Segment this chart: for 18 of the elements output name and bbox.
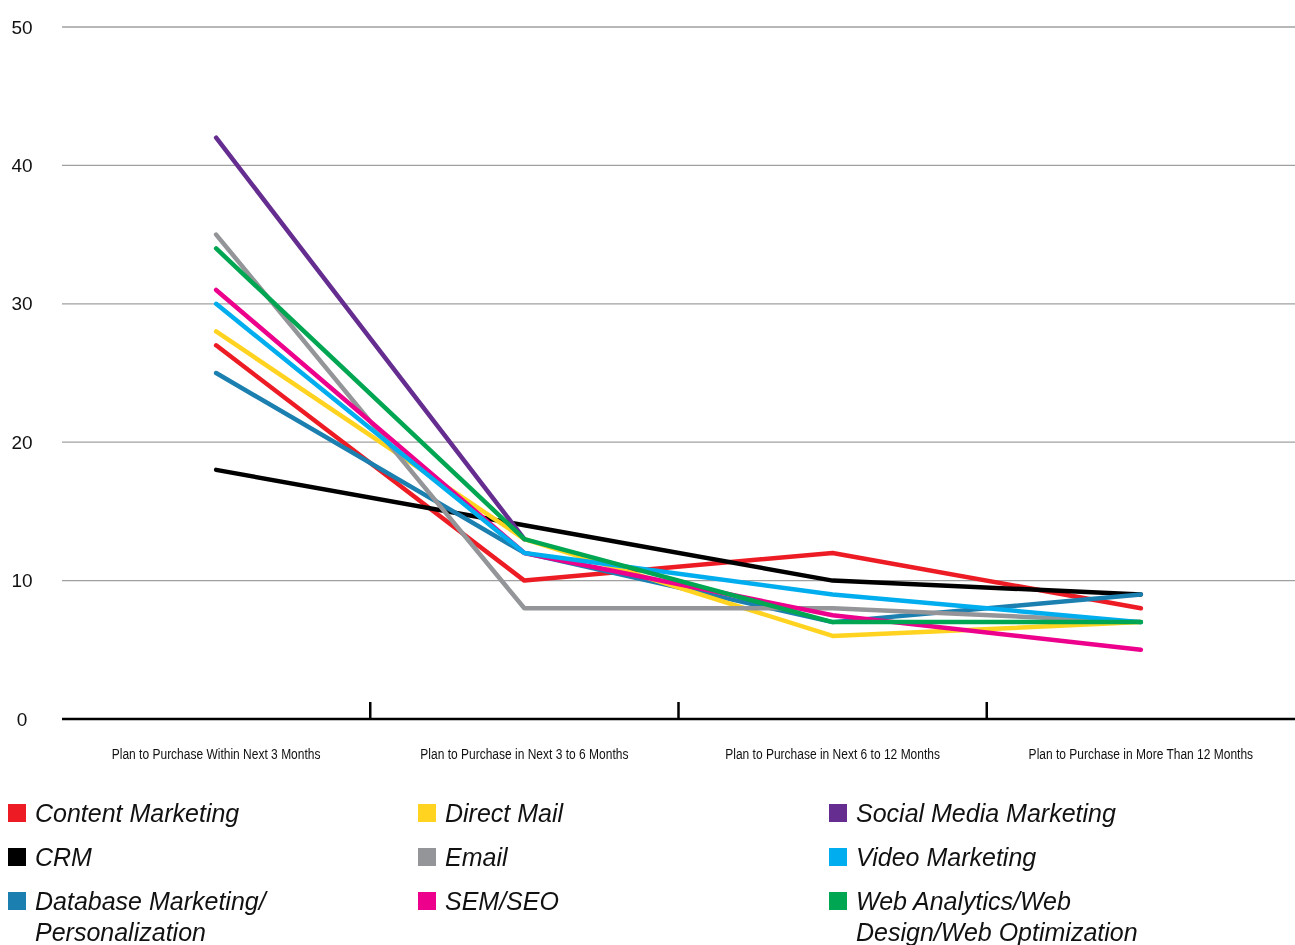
legend-label: Video Marketing	[856, 842, 1037, 871]
legend-label: CRM	[35, 842, 93, 871]
x-tick-label: Plan to Purchase in Next 3 to 6 Months	[420, 745, 629, 763]
legend-label: Content Marketing	[35, 798, 240, 827]
x-tick-label: Plan to Purchase in More Than 12 Months	[1028, 745, 1254, 763]
y-tick-label: 50	[11, 16, 33, 38]
y-tick-label: 20	[11, 431, 33, 453]
legend-label: Social Media Marketing	[856, 798, 1116, 827]
legend-label: Email	[445, 842, 509, 871]
y-tick-label: 0	[16, 708, 28, 730]
legend-label: Database Marketing/Personalization	[35, 886, 269, 945]
legend-label: Direct Mail	[445, 798, 565, 827]
y-tick-label: 40	[11, 155, 33, 177]
x-tick-label: Plan to Purchase in Next 6 to 12 Months	[725, 745, 941, 763]
y-tick-label: 30	[11, 293, 33, 315]
y-tick-label: 10	[11, 570, 33, 592]
legend-label: SEM/SEO	[445, 886, 559, 915]
x-tick-label: Plan to Purchase Within Next 3 Months	[111, 745, 321, 763]
